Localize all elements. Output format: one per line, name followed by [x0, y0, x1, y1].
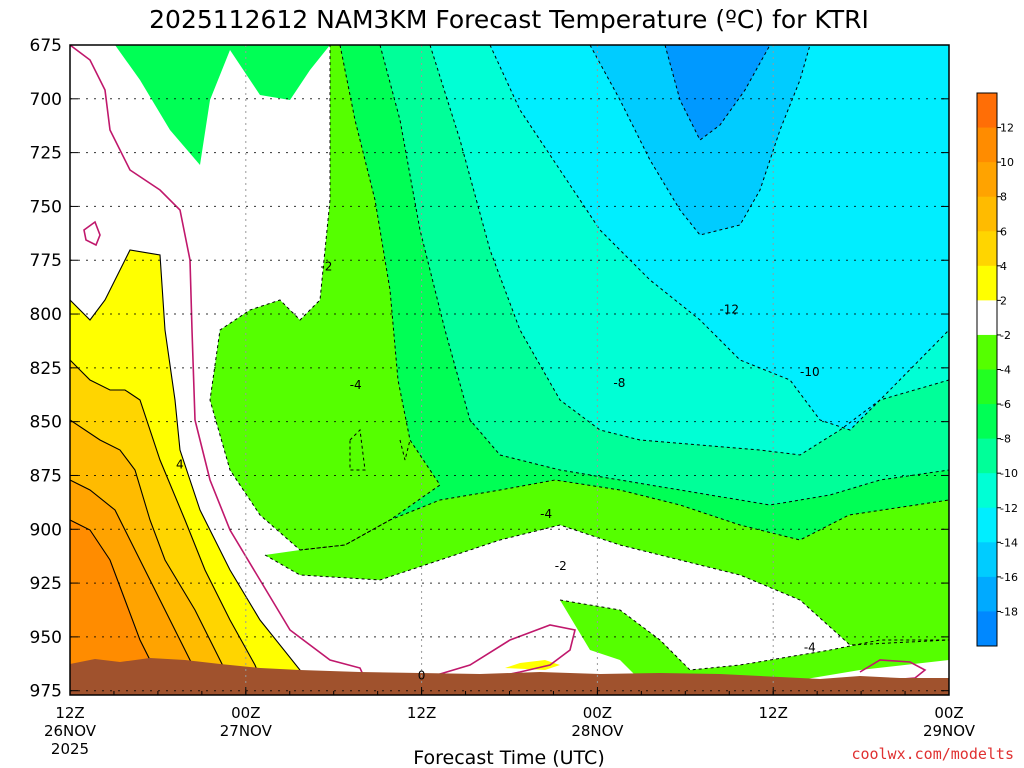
colorbar-label: -8 — [1000, 433, 1011, 446]
colorbar-bin — [977, 611, 997, 647]
contour-label: -4 — [540, 507, 552, 521]
field-band-minus2-to-minus4 — [70, 45, 949, 645]
colorbar-label: -18 — [1000, 605, 1018, 618]
x-tick-label: 2025 — [51, 740, 89, 758]
field-band-minus14-to-minus16 — [665, 45, 770, 140]
colorbar-label: -6 — [1000, 398, 1011, 411]
contour-label: 0 — [418, 669, 426, 683]
x-tick-label: 28NOV — [571, 722, 624, 740]
y-tick-label: 975 — [30, 682, 62, 702]
colorbar-label: 10 — [1000, 156, 1014, 169]
colorbar-label: 4 — [1000, 260, 1007, 273]
y-tick-label: 875 — [30, 466, 62, 486]
colorbar-label: 8 — [1000, 191, 1007, 204]
colorbar-bin — [977, 196, 997, 232]
colorbar-label: -12 — [1000, 502, 1018, 515]
x-tick-label: 26NOV — [44, 722, 97, 740]
x-tick-label: 00Z — [231, 704, 260, 722]
colorbar-bin — [977, 473, 997, 509]
x-tick-label: 29NOV — [923, 722, 976, 740]
field-band-minus10-to-minus12 — [490, 45, 949, 430]
field-band-minus2-lower — [560, 600, 949, 690]
colorbar-bin — [977, 542, 997, 578]
colorbar-bin — [977, 162, 997, 198]
colorbar-label: -2 — [1000, 329, 1011, 342]
contour-label: -8 — [613, 376, 625, 390]
colorbar-label: -14 — [1000, 536, 1018, 549]
colorbar: 12 10 8 6 4 2 -2 -4 -6 -8 -10 -12 -14 -16 -18 — [976, 92, 1018, 647]
y-tick-label: 825 — [30, 359, 62, 379]
colorbar-label: 12 — [1000, 122, 1014, 135]
credit-text: coolwx.com/modelts — [851, 745, 1014, 763]
y-axis: 675 700 725 750 775 800 825 850 875 900 925 950 975 — [30, 36, 949, 702]
x-tick-label: 27NOV — [220, 722, 273, 740]
y-tick-label: 675 — [30, 36, 62, 56]
contour-label: -4 — [350, 378, 362, 392]
colorbar-bin — [977, 576, 997, 612]
y-tick-label: 925 — [30, 574, 62, 594]
y-tick-label: 950 — [30, 628, 62, 648]
colorbar-label: -4 — [1000, 364, 1011, 377]
contour-label: -2 — [555, 559, 567, 573]
y-tick-label: 725 — [30, 144, 62, 164]
colorbar-bin — [977, 369, 997, 405]
colorbar-bin — [977, 127, 997, 163]
x-axis-label: Forecast Time (UTC) — [413, 747, 604, 768]
contour-lines-dashed — [209, 45, 949, 671]
x-tick-label: 00Z — [934, 704, 963, 722]
colorbar-bin — [977, 93, 997, 129]
contour-label: 4 — [176, 458, 184, 472]
colorbar-label: -16 — [1000, 571, 1018, 584]
contour-labels: -2 -4 4 0 -4 -2 -8 -12 -10 -4 — [176, 260, 820, 683]
colorbar-bin — [977, 334, 997, 370]
contour-label: -12 — [719, 303, 739, 317]
x-tick-label: 12Z — [55, 704, 84, 722]
colorbar-label: -10 — [1000, 467, 1018, 480]
colorbar-bin — [977, 300, 997, 336]
y-tick-label: 900 — [30, 520, 62, 540]
y-tick-label: 775 — [30, 251, 62, 271]
x-tick-label: 12Z — [759, 704, 788, 722]
contour-label: -10 — [800, 365, 820, 379]
colorbar-bin — [977, 507, 997, 543]
chart-title: 2025112612 NAM3KM Forecast Temperature (… — [149, 5, 869, 34]
colorbar-label: 6 — [1000, 225, 1007, 238]
colorbar-bin — [977, 438, 997, 474]
y-tick-label: 850 — [30, 413, 62, 433]
contour-label: -2 — [320, 260, 332, 274]
plot-area — [70, 45, 949, 695]
colorbar-label: 2 — [1000, 294, 1007, 307]
colorbar-bin — [977, 231, 997, 267]
x-tick-label: 12Z — [407, 704, 436, 722]
contour-lines-solid — [70, 249, 311, 691]
field-band-10-to-12 — [70, 520, 165, 690]
colorbar-bin — [977, 404, 997, 440]
field-band-zero — [70, 45, 949, 695]
x-tick-label: 00Z — [583, 704, 612, 722]
y-tick-label: 800 — [30, 305, 62, 325]
ground-surface — [70, 658, 949, 695]
contour-label: -4 — [804, 641, 816, 655]
y-tick-label: 700 — [30, 90, 62, 110]
colorbar-bin — [977, 265, 997, 301]
y-tick-label: 750 — [30, 197, 62, 217]
